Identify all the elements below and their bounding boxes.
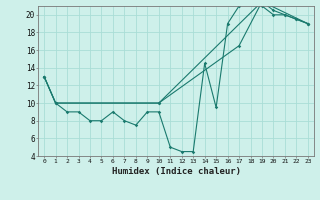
X-axis label: Humidex (Indice chaleur): Humidex (Indice chaleur) [111,167,241,176]
